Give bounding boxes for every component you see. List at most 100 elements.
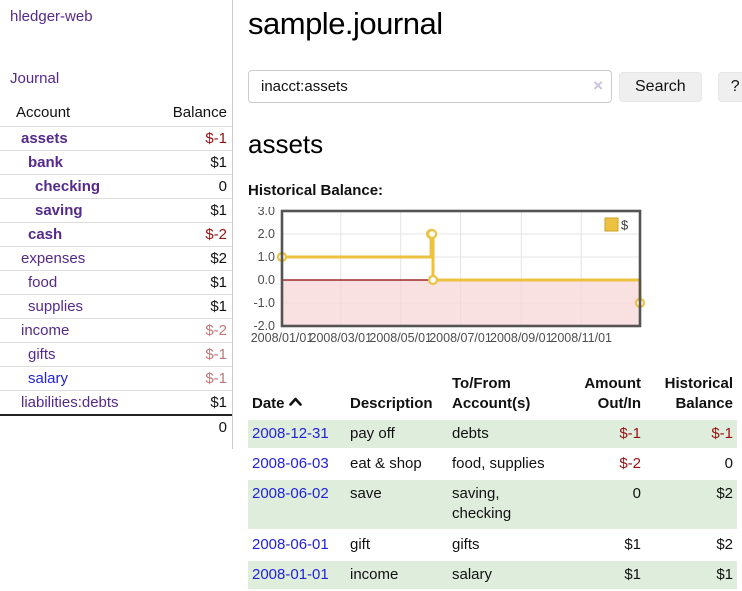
account-link-checking[interactable]: checking: [35, 178, 101, 195]
transaction-amount: $-1: [560, 419, 645, 448]
register-table: Date Description To/From Account(s) Amou…: [248, 370, 737, 591]
transaction-amount: $1: [624, 535, 641, 553]
account-row: liabilities:debts $1: [0, 390, 232, 415]
account-link-cash[interactable]: cash: [28, 226, 63, 243]
app-title-link[interactable]: hledger-web: [10, 8, 93, 25]
transaction-amount: $1: [560, 560, 645, 590]
account-link-gifts[interactable]: gifts: [28, 346, 56, 363]
transaction-account: debts: [448, 419, 560, 448]
svg-text:$: $: [621, 218, 629, 233]
svg-text:2008/03/01: 2008/03/01: [310, 331, 373, 345]
register-header-row: Date Description To/From Account(s) Amou…: [248, 372, 737, 418]
register-row: 2008-06-02 save saving, checking 0 $2: [248, 480, 737, 529]
search-form: × Search ?: [248, 70, 742, 103]
transaction-date-link[interactable]: 2008-01-01: [252, 565, 329, 583]
account-link-bank[interactable]: bank: [28, 154, 64, 171]
help-button[interactable]: ?: [717, 71, 742, 102]
balance-chart-svg[interactable]: $3.0 2.0 1.0 0.0 -1.0 -2.02008/01/012008/03/0…: [248, 204, 650, 348]
account-balance: $-1: [141, 126, 232, 151]
transaction-balance: $1: [645, 560, 737, 590]
account-link-income[interactable]: income: [21, 322, 70, 339]
transaction-account: salary: [448, 560, 560, 590]
transaction-balance: 0: [724, 454, 733, 472]
account-balance: 0: [141, 174, 232, 199]
account-link-food[interactable]: food: [28, 274, 58, 291]
account-row: salary $-1: [0, 366, 232, 391]
register-header-date[interactable]: Date: [248, 372, 346, 418]
account-row: income $-2: [0, 318, 232, 343]
transaction-description: pay off: [346, 419, 448, 448]
transaction-description: income: [346, 560, 448, 590]
transaction-account: saving, checking: [448, 480, 560, 529]
transaction-date-link[interactable]: 2008-06-02: [252, 485, 329, 503]
account-link-liabilities-debts[interactable]: liabilities:debts: [21, 394, 119, 411]
transaction-account: food, supplies: [452, 454, 545, 472]
main-content: sample.journal × Search ? assets Histori…: [233, 0, 742, 591]
register-row: 2008-06-03 eat & shop food, supplies $-2…: [248, 450, 737, 478]
account-row: supplies $1: [0, 294, 232, 319]
account-heading: assets: [248, 129, 324, 159]
account-link-saving[interactable]: saving: [35, 202, 83, 219]
account-balance: $1: [141, 390, 232, 415]
chart-title: Historical Balance:: [248, 182, 384, 199]
transaction-description: gift: [350, 535, 371, 553]
search-button[interactable]: Search: [619, 71, 702, 102]
account-link-salary[interactable]: salary: [28, 370, 69, 387]
register-header-balance: Historical Balance: [664, 375, 733, 412]
svg-text:2008/09/01: 2008/09/01: [490, 331, 553, 345]
svg-text:-2.0: -2.0: [253, 319, 275, 333]
account-balance: $1: [141, 150, 232, 175]
account-row: bank $1: [0, 150, 232, 175]
account-balance: $2: [141, 246, 232, 271]
svg-text:2008/07/01: 2008/07/01: [429, 331, 492, 345]
register-row: 2008-01-01 income salary $1 $1: [248, 560, 737, 590]
sort-ascending-icon: [288, 393, 302, 413]
sidebar-item-journal[interactable]: Journal: [10, 70, 60, 87]
account-balance: $-1: [141, 366, 232, 391]
accounts-total-value: 0: [141, 414, 232, 439]
register-row: 2008-12-31 pay off debts $-1 $-1: [248, 419, 737, 448]
transaction-balance: $2: [716, 535, 733, 553]
svg-text:2.0: 2.0: [258, 227, 275, 241]
transaction-account: gifts: [452, 535, 480, 553]
balance-chart: $3.0 2.0 1.0 0.0 -1.0 -2.0 2008/01/01 2008/03/0…: [248, 204, 742, 348]
account-balance: $-2: [141, 318, 232, 343]
account-row: assets $-1: [0, 126, 232, 151]
transaction-description: save: [346, 480, 448, 529]
transaction-balance: $-1: [645, 419, 737, 448]
account-balance: $-1: [141, 342, 232, 367]
account-row: saving $1: [0, 198, 232, 223]
transaction-description: eat & shop: [350, 454, 422, 472]
svg-text:0.0: 0.0: [258, 273, 275, 287]
accounts-header-row: Account Balance: [0, 100, 232, 127]
clear-search-icon[interactable]: ×: [593, 76, 603, 95]
transaction-date-link[interactable]: 2008-06-03: [252, 454, 329, 472]
svg-text:2008/05/01: 2008/05/01: [369, 331, 432, 345]
account-balance: $-2: [141, 222, 232, 247]
account-row: cash $-2: [0, 222, 232, 247]
accounts-total-row: 0: [0, 414, 232, 439]
transaction-date-link[interactable]: 2008-12-31: [252, 424, 329, 442]
account-link-supplies[interactable]: supplies: [28, 298, 84, 315]
account-row: gifts $-1: [0, 342, 232, 367]
transaction-amount: 0: [560, 480, 645, 529]
transaction-amount: $-2: [619, 454, 641, 472]
account-balance: $1: [141, 270, 232, 295]
search-input[interactable]: [248, 70, 612, 103]
svg-text:2008/01/01: 2008/01/01: [251, 331, 314, 345]
sidebar: hledger-web Journal Account Balance asse…: [0, 0, 233, 449]
account-balance: $1: [141, 198, 232, 223]
account-link-expenses[interactable]: expenses: [21, 250, 86, 267]
svg-text:2008/11/01: 2008/11/01: [550, 331, 612, 345]
register-header-account: To/From Account(s): [452, 375, 531, 412]
account-row: expenses $2: [0, 246, 232, 271]
account-link-assets[interactable]: assets: [21, 130, 68, 147]
register-header-description: Description: [350, 394, 433, 412]
transaction-date-link[interactable]: 2008-06-01: [252, 535, 329, 553]
svg-text:3.0: 3.0: [258, 207, 275, 218]
register-header-amount: Amount Out/In: [584, 375, 641, 412]
svg-text:-1.0: -1.0: [253, 296, 275, 310]
accounts-table: Account Balance assets $-1 bank $1 check…: [0, 100, 232, 439]
account-balance: $1: [141, 294, 232, 319]
register-header-date-label: Date: [252, 394, 285, 412]
